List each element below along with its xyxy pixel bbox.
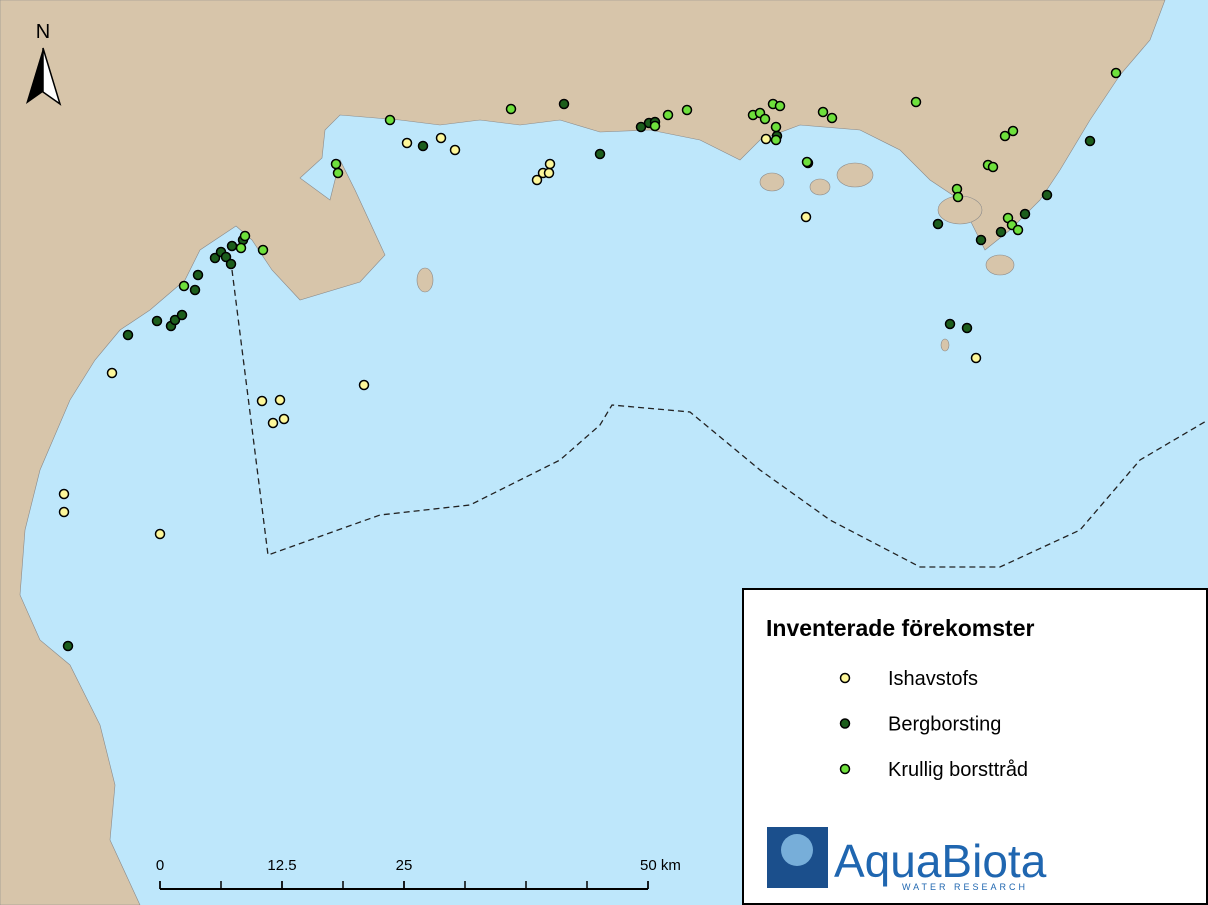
occurrence-point [401, 137, 413, 149]
occurrence-point [544, 158, 556, 170]
occurrence-point [635, 121, 647, 133]
occurrence-point [505, 103, 517, 115]
occurrence-point [649, 120, 661, 132]
occurrence-point [770, 134, 782, 146]
occurrence-point [801, 156, 813, 168]
legend-items: Ishavstofs Bergborsting Krullig borsttråd [839, 668, 1028, 781]
occurrence-point [106, 367, 118, 379]
occurrence-point [151, 315, 163, 327]
occurrence-point [995, 226, 1007, 238]
occurrence-point [558, 98, 570, 110]
occurrence-point [800, 211, 812, 223]
scale-label: 25 [396, 857, 413, 874]
occurrence-point [58, 506, 70, 518]
occurrence-point [770, 121, 782, 133]
occurrence-point [774, 100, 786, 112]
occurrence-point [274, 394, 286, 406]
occurrence-point [1110, 67, 1122, 79]
occurrence-point [256, 395, 268, 407]
logo-jellyfish [781, 834, 813, 866]
occurrence-point [358, 379, 370, 391]
occurrence-point [910, 96, 922, 108]
legend-label: Ishavstofs [888, 668, 978, 690]
occurrence-point [235, 242, 247, 254]
occurrence-point [169, 314, 181, 326]
occurrence-point [681, 104, 693, 116]
occurrence-point [192, 269, 204, 281]
occurrence-point [267, 417, 279, 429]
logo-name: AquaBiota [834, 835, 1047, 887]
occurrence-point [449, 144, 461, 156]
occurrence-point [662, 109, 674, 121]
occurrence-point [435, 132, 447, 144]
logo-tagline: WATER RESEARCH [902, 882, 1028, 892]
occurrence-point [332, 167, 344, 179]
occurrence-point [122, 329, 134, 341]
occurrence-point [1019, 208, 1031, 220]
occurrence-point [999, 130, 1011, 142]
occurrence-point [932, 218, 944, 230]
occurrence-point [826, 112, 838, 124]
occurrence-point [952, 191, 964, 203]
occurrence-point [278, 413, 290, 425]
logo: AquaBiota WATER RESEARCH [767, 827, 1047, 892]
north-label: N [36, 21, 50, 43]
occurrence-point [1084, 135, 1096, 147]
north-arrow: N [26, 21, 62, 106]
occurrence-point [543, 167, 555, 179]
occurrence-point [189, 284, 201, 296]
occurrence-point [62, 640, 74, 652]
arrow-right [42, 47, 62, 106]
arrow-left [26, 48, 43, 104]
occurrence-point [759, 113, 771, 125]
legend-marker [839, 718, 851, 729]
occurrence-point [1041, 189, 1053, 201]
boundary-line [231, 269, 1208, 568]
occurrence-point [209, 252, 221, 264]
scale-label: 0 [156, 857, 164, 874]
occurrence-point [817, 106, 829, 118]
points-layer [58, 67, 1122, 652]
scale-bar: 0 12.5 25 50 km [156, 857, 681, 890]
occurrence-point [1012, 224, 1024, 236]
occurrence-point [239, 230, 251, 242]
occurrence-point [944, 318, 956, 330]
scale-label: 12.5 [267, 857, 296, 874]
occurrence-point [417, 140, 429, 152]
occurrence-point [531, 174, 543, 186]
occurrence-point [178, 280, 190, 292]
legend-label: Krullig borsttråd [888, 759, 1028, 781]
occurrence-point [975, 234, 987, 246]
occurrence-point [760, 133, 772, 145]
islands [416, 162, 1015, 352]
legend-marker [839, 763, 851, 775]
legend-label: Bergborsting [888, 714, 1001, 736]
occurrence-point [1007, 125, 1019, 137]
legend-title: Inventerade förekomster [766, 615, 1034, 641]
occurrence-point [970, 352, 982, 364]
occurrence-point [58, 488, 70, 500]
occurrence-point [176, 309, 188, 321]
occurrence-point [225, 258, 237, 270]
occurrence-point [220, 251, 232, 263]
occurrence-point [226, 240, 238, 252]
occurrence-point [594, 148, 606, 160]
occurrence-point [961, 322, 973, 334]
occurrence-point [330, 158, 342, 170]
scale-label: 50 km [640, 857, 681, 874]
legend-marker [839, 672, 851, 684]
occurrence-point [257, 244, 269, 256]
occurrence-point [154, 528, 166, 540]
occurrence-point [384, 114, 396, 126]
occurrence-point [987, 161, 999, 173]
